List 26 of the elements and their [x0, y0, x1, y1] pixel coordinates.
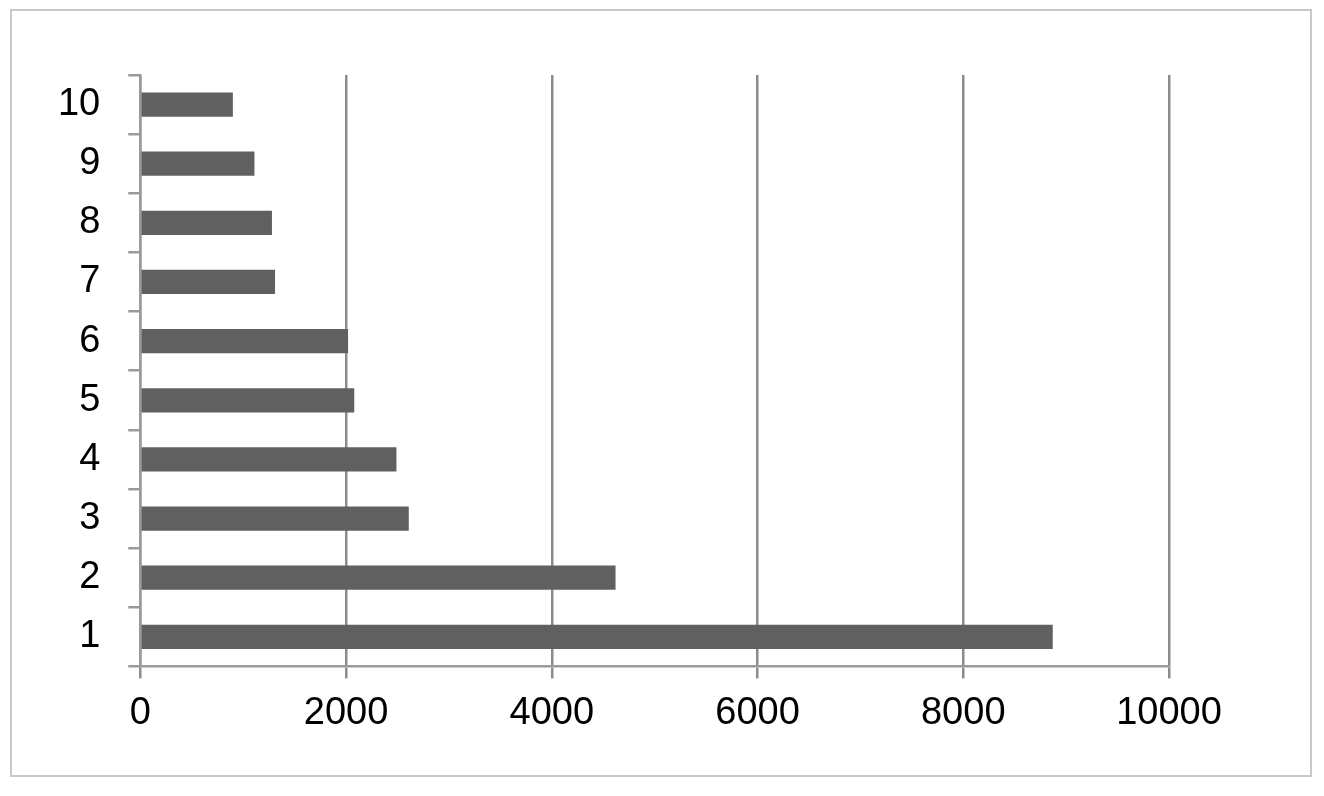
x-tick-label: 4000	[509, 689, 595, 732]
bar	[141, 92, 233, 117]
x-tick-label: 0	[129, 689, 151, 732]
y-tick-label: 5	[79, 376, 101, 419]
bar	[141, 624, 1053, 649]
y-tick-label: 4	[79, 435, 101, 478]
x-tick-label: 2000	[303, 689, 389, 732]
bar	[141, 269, 276, 295]
y-tick-label: 10	[57, 81, 101, 124]
y-tick-label: 9	[79, 140, 101, 183]
y-tick-label: 8	[79, 199, 101, 242]
bar	[141, 151, 255, 176]
bar	[141, 506, 409, 531]
bar	[141, 447, 397, 472]
y-tick-label: 3	[79, 495, 101, 538]
y-tick-label: 6	[79, 317, 101, 360]
y-tick-label: 2	[79, 554, 101, 597]
y-tick-label: 1	[79, 613, 101, 656]
x-tick-label: 6000	[715, 689, 800, 732]
bar	[141, 210, 272, 235]
x-tick-label: 8000	[920, 689, 1006, 732]
x-tick-label: 10000	[1116, 689, 1222, 732]
bar	[141, 388, 355, 413]
bar	[141, 329, 349, 354]
bar	[141, 565, 616, 590]
y-tick-label: 7	[79, 258, 101, 301]
